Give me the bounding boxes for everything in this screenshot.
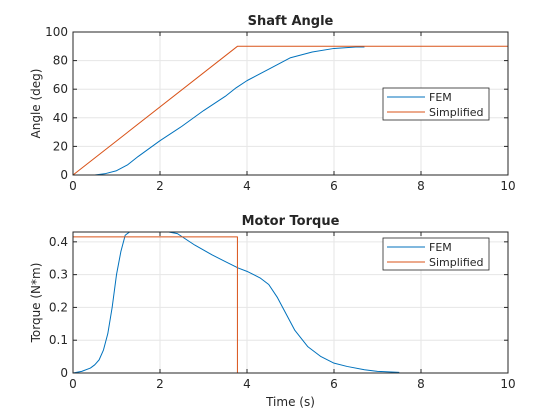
x-axis-label: Time (s) [265,395,315,409]
axes-box [72,231,509,374]
x-tick-label: 8 [417,377,425,391]
legend-label-simplified: Simplified [429,256,484,269]
y-tick-label: 0.3 [49,268,68,282]
y-tick-label: 0.4 [49,235,68,249]
x-tick-label: 10 [500,377,515,391]
legend: FEM Simplified [382,87,490,121]
series-line-simplified [73,236,508,373]
y-tick-label: 20 [53,139,68,153]
series-group [73,45,508,175]
series-line-fem [73,46,365,175]
legend-label-fem: FEM [429,91,452,104]
axes-box [72,31,509,176]
y-tick-label: 60 [53,82,68,96]
legend-label-simplified: Simplified [429,106,484,119]
series-line-fem [73,232,400,373]
x-tick-label: 2 [156,377,164,391]
y-axis-label: Angle (deg) [29,69,43,139]
x-tick-label: 0 [69,179,77,193]
x-tick-label: 2 [156,179,164,193]
chart-title: Shaft Angle [248,14,334,29]
y-tick-label: 40 [53,111,68,125]
chart-title: Motor Torque [242,214,340,229]
motor-torque-axes: 0 2 4 6 8 10 0 0.1 0.2 0.3 0.4 Motor Torque Torque (… [29,214,516,409]
x-tick-label: 0 [69,377,77,391]
y-tick-label: 0.1 [49,333,68,347]
y-tick-label: 0.2 [49,300,68,314]
series-group [73,232,508,373]
legend-label-fem: FEM [429,241,452,254]
x-tick-label: 6 [330,179,338,193]
y-tick-label: 0 [60,168,68,182]
legend-box [382,87,490,121]
y-axis-label: Torque (N*m) [29,263,43,344]
legend: FEM Simplified [382,237,490,271]
y-tick-label: 100 [45,25,68,39]
x-tick-label: 8 [417,179,425,193]
x-tick-label: 6 [330,377,338,391]
y-tick-label: 0 [60,366,68,380]
x-tick-label: 10 [500,179,515,193]
y-tick-label: 80 [53,54,68,68]
x-tick-label: 4 [243,377,251,391]
legend-box [382,237,490,271]
x-tick-label: 4 [243,179,251,193]
series-line-simplified [73,45,508,175]
